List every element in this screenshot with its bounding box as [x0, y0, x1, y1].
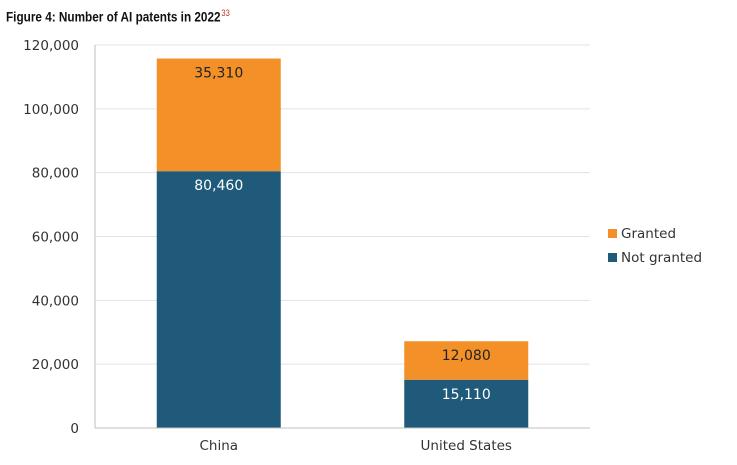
footnote-marker: 33: [221, 8, 230, 18]
data-label: 35,310: [194, 66, 243, 82]
y-tick-label: 20,000: [32, 357, 79, 373]
y-tick-label: 40,000: [32, 293, 79, 309]
bar-segment: [404, 379, 529, 428]
legend-label: Granted: [621, 226, 676, 242]
x-axis: China United States: [95, 427, 590, 454]
data-label: 12,080: [442, 348, 491, 364]
chart-title: Figure 4: Number of AI patents in 202233: [6, 8, 230, 25]
bar-segment: [404, 341, 529, 380]
x-tick-label: China: [199, 438, 238, 454]
data-label: 15,110: [442, 387, 491, 403]
legend-label: Not granted: [621, 250, 702, 266]
y-tick-label: 60,000: [32, 230, 79, 246]
bar-segment: [156, 58, 281, 172]
legend: Granted Not granted: [608, 226, 702, 266]
bar-segment: [156, 171, 281, 429]
x-tick-label: United States: [421, 438, 512, 454]
data-label: 80,460: [194, 178, 243, 194]
legend-swatch: [608, 253, 617, 262]
y-tick-label: 120,000: [23, 38, 79, 54]
y-tick-label: 80,000: [32, 166, 79, 182]
y-axis: 0 20,000 40,000 60,000 80,000 100,000 120,000: [23, 38, 96, 437]
y-tick-label: 0: [70, 421, 79, 437]
legend-swatch: [608, 229, 617, 238]
bars: 80,460 35,310 15,110 12,080: [156, 58, 529, 429]
y-tick-label: 100,000: [23, 102, 79, 118]
chart-title-text: Figure 4: Number of AI patents in 2022: [6, 8, 221, 25]
